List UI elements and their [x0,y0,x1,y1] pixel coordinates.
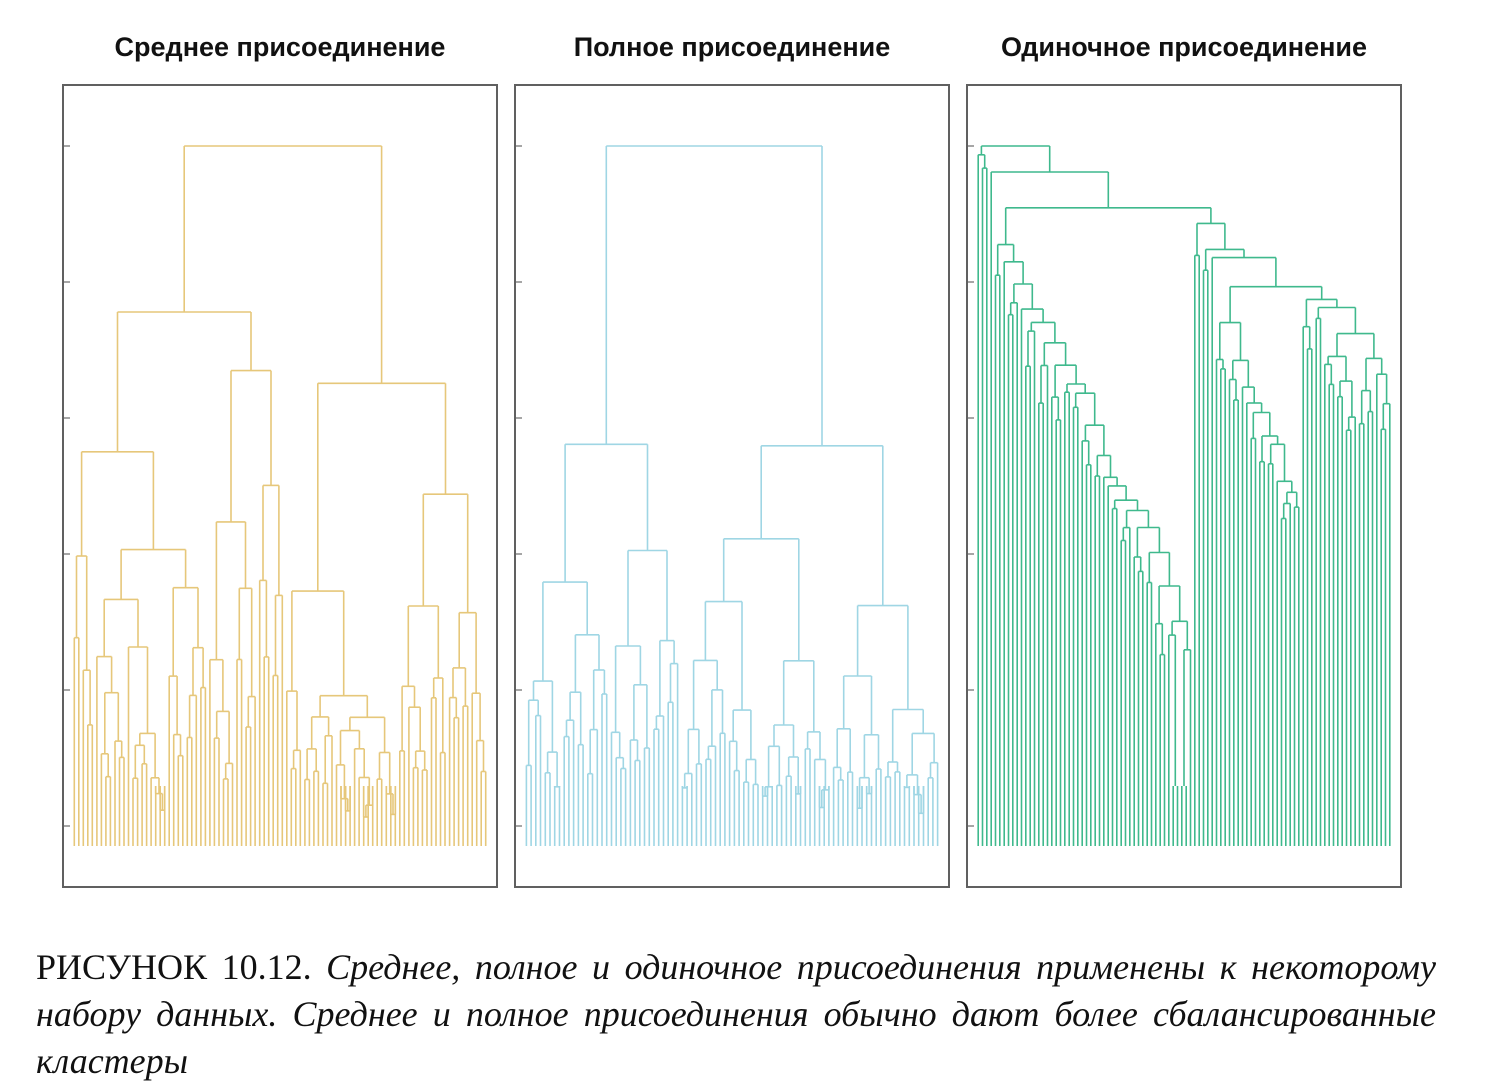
figure-caption: РИСУНОК 10.12. Среднее, полное и одиночн… [36,944,1436,1085]
single-linkage-title: Одиночное присоединение [1000,32,1368,62]
average-linkage-dendrogram-plot [64,145,487,846]
figure-number: РИСУНОК 10.12. [36,947,312,987]
average-linkage-title: Среднее присоединение [114,32,446,62]
complete-linkage-dendrogram [514,84,950,888]
complete-linkage-dendrogram-plot [516,145,939,846]
single-linkage-dendrogram [966,84,1402,888]
average-linkage-dendrogram [62,84,498,888]
complete-linkage-title: Полное присоединение [573,32,891,62]
figure-caption-text: Среднее, полное и одиночное присоединени… [36,947,1437,1081]
single-linkage-dendrogram-plot [968,145,1391,846]
